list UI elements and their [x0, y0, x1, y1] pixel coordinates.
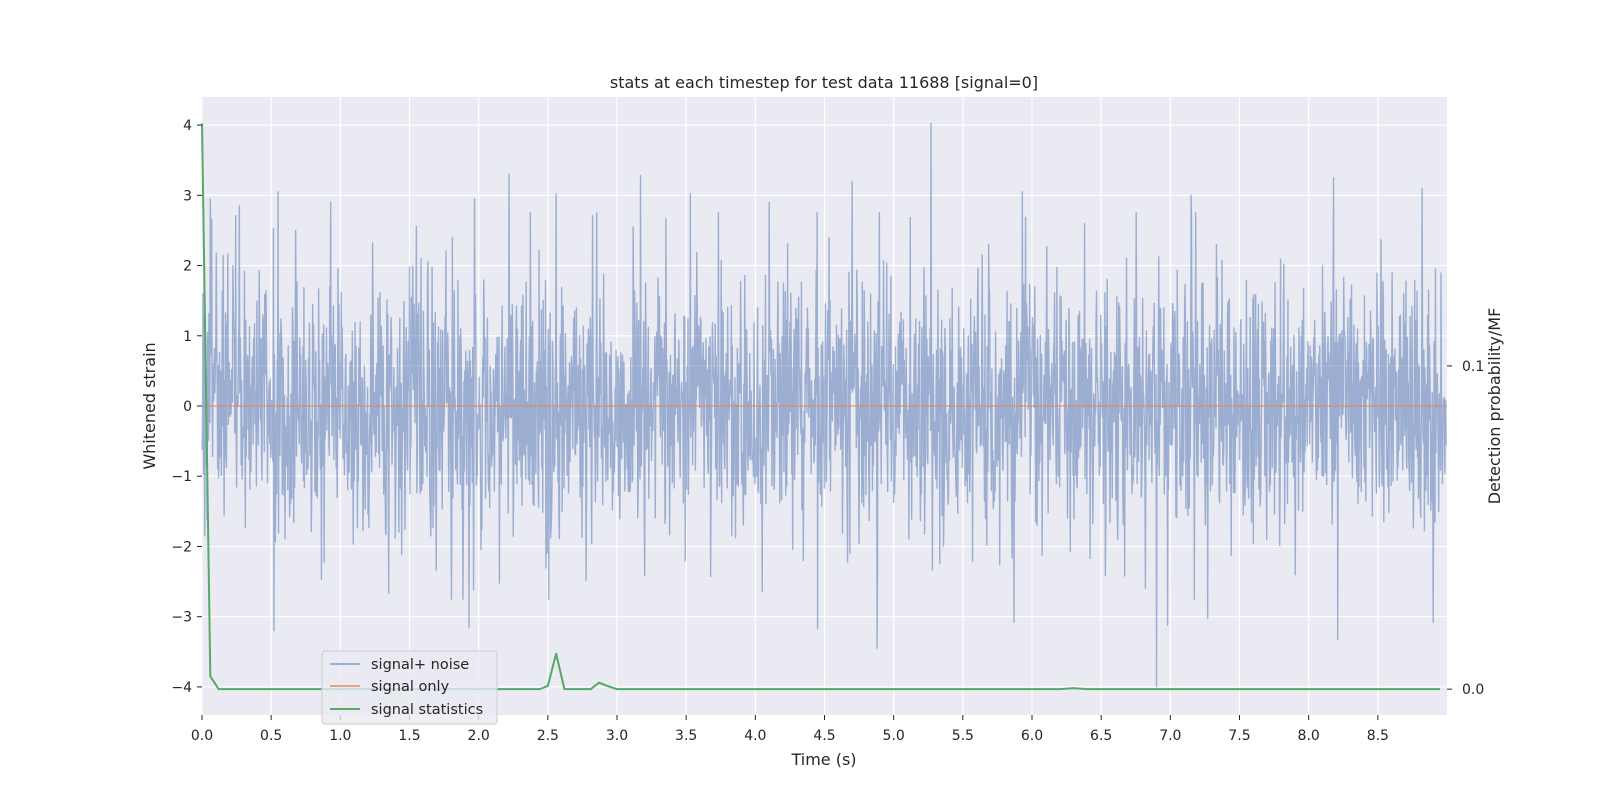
- series-signal-statistics-line: [201, 123, 1441, 691]
- y2-tick-label: 0.1: [1462, 359, 1484, 375]
- x-tick-label: 0.0: [191, 728, 213, 744]
- series-layer: [201, 122, 1447, 691]
- x-tick-label: 5.0: [883, 728, 905, 744]
- chart-title: stats at each timestep for test data 116…: [610, 73, 1038, 92]
- x-tick-label: 1.0: [329, 728, 351, 744]
- y-tick-label: −3: [171, 610, 192, 626]
- series-signal-noise-line: [201, 122, 1447, 688]
- legend-label-signal: signal only: [371, 679, 450, 695]
- y-tick-label: 0: [183, 399, 192, 415]
- x-tick-label: 2.5: [537, 728, 559, 744]
- x-tick-label: 3.0: [606, 728, 628, 744]
- legend: signal+ noise signal only signal statist…: [321, 650, 498, 725]
- y2-tick-label: 0.0: [1462, 682, 1484, 698]
- y-tick-label: 3: [183, 188, 192, 204]
- x-tick-label: 0.5: [260, 728, 282, 744]
- legend-label-stats: signal statistics: [371, 702, 483, 718]
- legend-label-noise: signal+ noise: [371, 657, 469, 673]
- x-tick-label: 7.0: [1159, 728, 1181, 744]
- x-tick-label: 5.5: [952, 728, 974, 744]
- y2-axis-label: Detection probability/MF: [1485, 308, 1504, 505]
- y-tick-label: 1: [183, 329, 192, 345]
- y-axis-label: Whitened strain: [140, 342, 159, 469]
- x-tick-label: 8.5: [1367, 728, 1389, 744]
- y-tick-label: −1: [171, 469, 192, 485]
- x-tick-label: 6.0: [1021, 728, 1043, 744]
- x-tick-label: 4.5: [813, 728, 835, 744]
- x-tick-label: 2.0: [468, 728, 490, 744]
- x-axis-label: Time (s): [790, 750, 856, 769]
- y-tick-label: −2: [171, 539, 192, 555]
- x-tick-label: 3.5: [675, 728, 697, 744]
- y-tick-label: −4: [171, 680, 192, 696]
- legend-box: [321, 650, 498, 725]
- x-tick-label: 4.0: [744, 728, 766, 744]
- y-tick-label: 2: [183, 259, 192, 275]
- x-tick-label: 6.5: [1090, 728, 1112, 744]
- x-tick-label: 8.0: [1298, 728, 1320, 744]
- y-tick-label: 4: [183, 118, 192, 134]
- ticks-layer: 0.0 0.5 1.0 1.5 2.0 2.5 3.0 3.5 4.0 4.5 5.0 5.5 6.0 6…: [171, 118, 1484, 744]
- x-tick-label: 7.5: [1228, 728, 1250, 744]
- x-tick-label: 1.5: [398, 728, 420, 744]
